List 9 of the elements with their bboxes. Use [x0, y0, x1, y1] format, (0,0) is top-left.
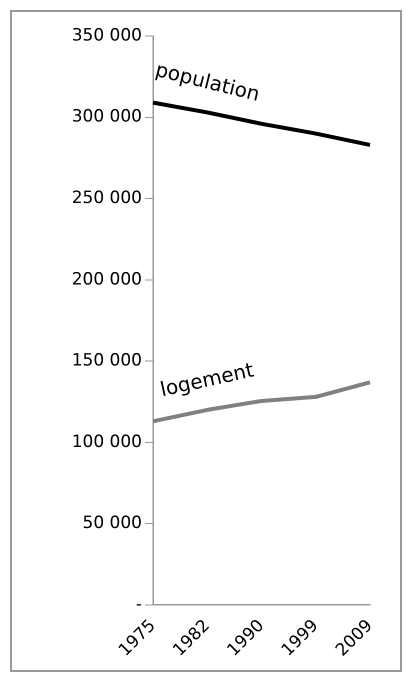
y-tick-label: 250 000 — [72, 188, 142, 208]
y-tick-label: 100 000 — [72, 432, 142, 452]
y-tick-label: - — [136, 594, 142, 614]
y-tick-label: 50 000 — [82, 513, 142, 534]
text: logement — [158, 357, 256, 402]
y-tick-label: 350 000 — [72, 25, 142, 46]
y-tick-label: 300 000 — [72, 106, 142, 127]
y-tick-label: 150 000 — [72, 350, 142, 371]
y-tick-label: 200 000 — [72, 269, 142, 290]
